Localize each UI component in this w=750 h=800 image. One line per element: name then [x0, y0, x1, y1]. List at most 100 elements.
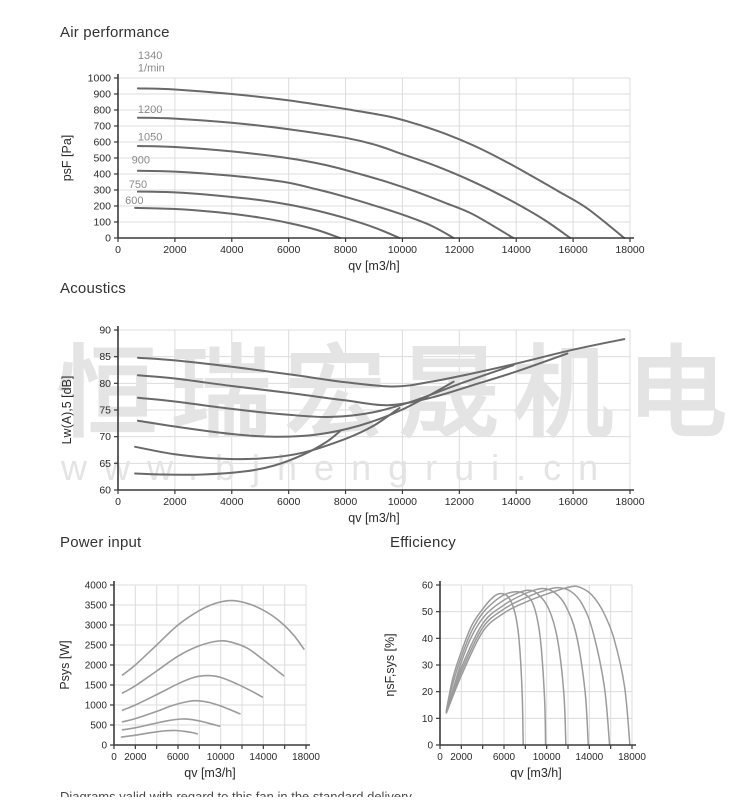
x-axis-title: qv [m3/h] [184, 766, 235, 780]
y-tick-label: 800 [93, 105, 111, 117]
y-tick-label: 70 [99, 431, 111, 443]
y-tick-label: 60 [422, 581, 434, 592]
curve-7501rpm [445, 590, 547, 746]
curve-9001rpm [136, 380, 455, 438]
y-tick-label: 3000 [85, 621, 108, 632]
y-tick-label: 400 [93, 169, 111, 181]
y-tick-label: 600 [93, 137, 111, 149]
y-tick-label: 10 [422, 714, 434, 725]
x-tick-label: 14000 [249, 752, 277, 763]
watermark-cjk-text: 恒瑞宏晟机电 [57, 338, 741, 450]
x-tick-label: 10000 [388, 496, 417, 508]
curve-12001rpm [121, 639, 285, 694]
y-tick-label: 2500 [85, 641, 108, 652]
x-tick-label: 6000 [167, 752, 190, 763]
x-tick-label: 6000 [277, 496, 301, 508]
clipped-caption-text: Diagrams valid with regard to this fan i… [60, 789, 412, 797]
x-tick-label: 0 [115, 244, 121, 256]
curve-6001rpm [134, 430, 341, 476]
curve-12001rpm [136, 116, 572, 239]
y-tick-label: 300 [93, 185, 111, 197]
y-tick-label: 500 [90, 721, 107, 732]
curve-10501rpm [136, 145, 515, 239]
curve-12001rpm [136, 352, 569, 407]
speed-curve-label: 600 [125, 195, 143, 207]
y-tick-label: 90 [99, 325, 111, 337]
y-tick-label: 80 [99, 378, 111, 390]
y-tick-label: 60 [99, 485, 111, 497]
curve-9001rpm [121, 699, 241, 723]
x-tick-label: 4000 [220, 496, 244, 508]
speed-curve-label: 1050 [138, 131, 162, 143]
x-tick-label: 0 [111, 752, 117, 763]
y-tick-label: 1000 [85, 701, 108, 712]
curve-10501rpm [136, 364, 515, 419]
curve-13401rpm [121, 599, 305, 676]
y-tick-label: 75 [99, 405, 111, 417]
y-tick-label: 40 [422, 634, 434, 645]
x-tick-label: 14000 [502, 496, 531, 508]
x-tick-label: 2000 [124, 752, 147, 763]
y-tick-label: 0 [105, 233, 111, 245]
curve-7501rpm [121, 718, 221, 731]
watermark-url-text: www.bjhengrui.cn [60, 447, 615, 488]
y-tick-label: 1000 [88, 73, 112, 85]
y-tick-label: 200 [93, 201, 111, 213]
y-tick-label: 0 [101, 741, 107, 752]
curve-6001rpm [134, 206, 341, 239]
air-performance-title: Air performance [60, 24, 170, 41]
x-tick-label: 12000 [445, 496, 474, 508]
x-tick-label: 10000 [388, 244, 417, 256]
speed-curve-label: 750 [129, 179, 147, 191]
x-tick-label: 8000 [334, 496, 358, 508]
curve-6001rpm [120, 729, 198, 738]
x-tick-label: 8000 [334, 244, 358, 256]
y-tick-label: 85 [99, 351, 111, 363]
y-tick-label: 20 [422, 687, 434, 698]
curve-7501rpm [136, 190, 401, 239]
curve-13401rpm [136, 338, 626, 388]
power-input-title: Power input [60, 534, 142, 551]
x-tick-label: 12000 [445, 244, 474, 256]
x-tick-label: 14000 [575, 752, 603, 763]
curve-13401rpm [136, 87, 626, 239]
curve-13401rpm [445, 585, 631, 746]
x-tick-label: 0 [437, 752, 443, 763]
y-tick-label: 700 [93, 121, 111, 133]
y-tick-label: 1500 [85, 681, 108, 692]
x-tick-label: 10000 [533, 752, 561, 763]
x-tick-label: 10000 [207, 752, 235, 763]
curve-10501rpm [121, 674, 264, 711]
x-tick-label: 18000 [615, 244, 644, 256]
x-tick-label: 6000 [277, 244, 301, 256]
x-tick-label: 16000 [559, 496, 588, 508]
x-tick-label: 6000 [493, 752, 516, 763]
speed-curve-label: 1340 [138, 50, 162, 62]
x-tick-label: 2000 [163, 244, 187, 256]
speed-curve-label: 900 [132, 154, 150, 166]
y-axis-title: ηsF,sys [%] [383, 633, 397, 696]
x-tick-label: 18000 [615, 496, 644, 508]
curve-9001rpm [136, 169, 455, 239]
y-axis-title: Lw(A),5 [dB] [60, 376, 74, 445]
curve-10501rpm [445, 587, 590, 746]
speed-curve-label: 1200 [138, 104, 162, 116]
x-tick-label: 4000 [220, 244, 244, 256]
x-tick-label: 18000 [618, 752, 646, 763]
curve-7501rpm [134, 406, 401, 461]
curve-6001rpm [445, 592, 524, 746]
x-axis-title: qv [m3/h] [348, 511, 399, 525]
curve-12001rpm [445, 586, 611, 746]
y-tick-label: 30 [422, 661, 434, 672]
y-tick-label: 900 [93, 89, 111, 101]
speed-curve-label: 1/min [138, 62, 165, 74]
acoustics-title: Acoustics [60, 280, 126, 297]
x-axis-title: qv [m3/h] [510, 766, 561, 780]
curve-9001rpm [445, 589, 567, 746]
y-tick-label: 3500 [85, 601, 108, 612]
x-tick-label: 14000 [502, 244, 531, 256]
y-axis-title: Psys [W] [58, 640, 72, 689]
